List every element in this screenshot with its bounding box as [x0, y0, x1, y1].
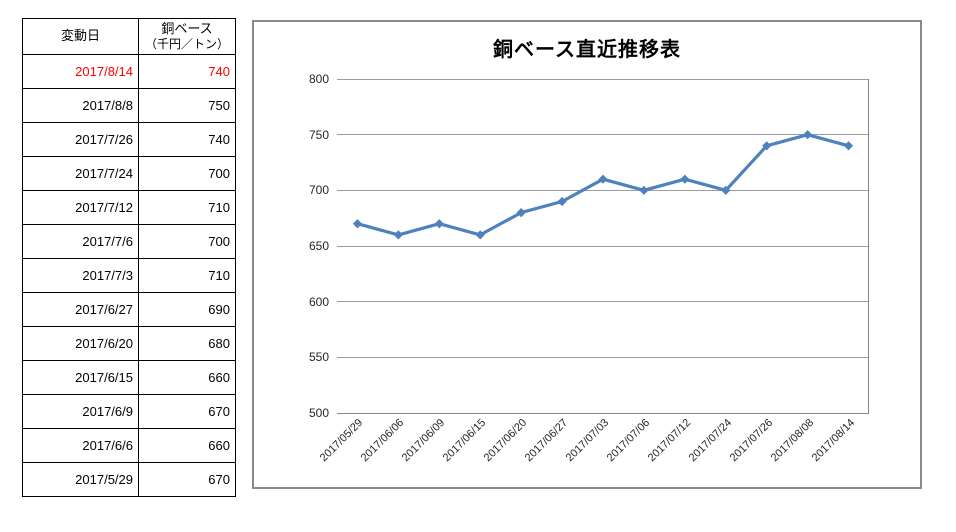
gridline — [337, 412, 869, 414]
trend-chart[interactable]: 銅ベース直近推移表 500 550 600 650 700 750 800 2017/05/2… — [252, 20, 922, 489]
gridline — [337, 301, 869, 303]
price-cell[interactable]: 740 — [138, 54, 236, 89]
price-cell[interactable]: 710 — [138, 258, 236, 293]
date-cell[interactable]: 2017/7/24 — [22, 156, 139, 191]
price-cell[interactable]: 680 — [138, 326, 236, 361]
table-row: 2017/6/27 690 — [22, 292, 236, 327]
data-point-marker[interactable] — [843, 141, 854, 151]
date-cell[interactable]: 2017/7/12 — [22, 190, 139, 225]
y-axis-tick-label: 550 — [308, 350, 329, 365]
table-row: 2017/7/3 710 — [22, 258, 236, 293]
date-cell[interactable]: 2017/6/27 — [22, 292, 139, 327]
price-cell[interactable]: 690 — [138, 292, 236, 327]
date-cell[interactable]: 2017/7/3 — [22, 258, 139, 293]
y-axis-tick-label: 650 — [308, 239, 329, 253]
table-row: 2017/8/8 750 — [22, 88, 236, 123]
date-cell[interactable]: 2017/8/14 — [22, 54, 139, 89]
table-row: 2017/8/14 740 — [22, 54, 236, 89]
table-row: 2017/7/26 740 — [22, 122, 236, 157]
date-cell[interactable]: 2017/6/6 — [22, 428, 139, 463]
date-column-header[interactable]: 変動日 — [22, 18, 139, 55]
table-row: 2017/7/6 700 — [22, 224, 236, 259]
table-row: 2017/6/9 670 — [22, 394, 236, 429]
data-point-marker[interactable] — [393, 230, 403, 240]
price-header-line1: 銅ベース — [161, 20, 213, 36]
data-point-marker[interactable] — [639, 185, 649, 195]
gridline — [337, 134, 869, 136]
gridline — [337, 78, 869, 80]
table-row: 2017/6/20 680 — [22, 326, 236, 361]
price-cell[interactable]: 700 — [138, 224, 236, 259]
data-point-marker[interactable] — [803, 130, 813, 140]
price-cell[interactable]: 660 — [138, 360, 236, 395]
data-point-marker[interactable] — [475, 230, 485, 240]
date-cell[interactable]: 2017/5/29 — [22, 462, 139, 497]
date-cell[interactable]: 2017/6/15 — [22, 360, 139, 395]
price-column-header[interactable]: 銅ベース （千円／トン） — [138, 18, 236, 55]
plot-right-border — [868, 79, 869, 413]
date-cell[interactable]: 2017/6/20 — [22, 326, 139, 361]
price-cell[interactable]: 670 — [138, 394, 236, 429]
gridline — [337, 245, 869, 247]
table-row: 2017/5/29 670 — [22, 462, 236, 497]
price-cell[interactable]: 660 — [138, 428, 236, 463]
price-cell[interactable]: 750 — [138, 88, 236, 123]
price-cell[interactable]: 740 — [138, 122, 236, 157]
y-axis-tick-label: 700 — [308, 183, 329, 198]
data-point-marker[interactable] — [762, 141, 772, 151]
table-row: 2017/6/6 660 — [22, 428, 236, 463]
date-cell[interactable]: 2017/7/6 — [22, 224, 139, 259]
y-axis-tick-label: 500 — [308, 406, 329, 420]
data-point-marker[interactable] — [352, 219, 363, 229]
date-cell[interactable]: 2017/7/26 — [22, 122, 139, 157]
table-row: 2017/6/15 660 — [22, 360, 236, 395]
table-row: 2017/7/24 700 — [22, 156, 236, 191]
table-header-row: 変動日 銅ベース （千円／トン） — [22, 18, 236, 55]
data-point-marker[interactable] — [434, 219, 444, 229]
plot-area — [337, 78, 869, 414]
series-line — [355, 133, 851, 237]
gridline — [337, 189, 869, 191]
table-row: 2017/7/12 710 — [22, 190, 236, 225]
chart-title: 銅ベース直近推移表 — [493, 39, 681, 61]
y-axis-tick-label: 800 — [308, 72, 329, 86]
price-cell[interactable]: 710 — [138, 190, 236, 225]
copper-price-table: 変動日 銅ベース （千円／トン） 2017/8/14 740 2017/8/8 750… — [22, 18, 236, 497]
gridline — [337, 356, 869, 358]
price-cell[interactable]: 670 — [138, 462, 236, 497]
data-point-marker[interactable] — [680, 174, 690, 184]
data-point-marker[interactable] — [721, 185, 731, 195]
spreadsheet-canvas: 変動日 銅ベース （千円／トン） 2017/8/14 740 2017/8/8 750… — [22, 18, 922, 497]
price-header-line2: （千円／トン） — [144, 37, 229, 52]
data-point-marker[interactable] — [598, 174, 608, 184]
y-axis-tick-label: 750 — [308, 127, 329, 142]
line-chart-svg — [352, 130, 854, 240]
date-cell[interactable]: 2017/8/8 — [22, 88, 139, 123]
price-cell[interactable]: 700 — [138, 156, 236, 191]
y-axis-tick-label: 600 — [308, 294, 329, 309]
date-cell[interactable]: 2017/6/9 — [22, 394, 139, 429]
